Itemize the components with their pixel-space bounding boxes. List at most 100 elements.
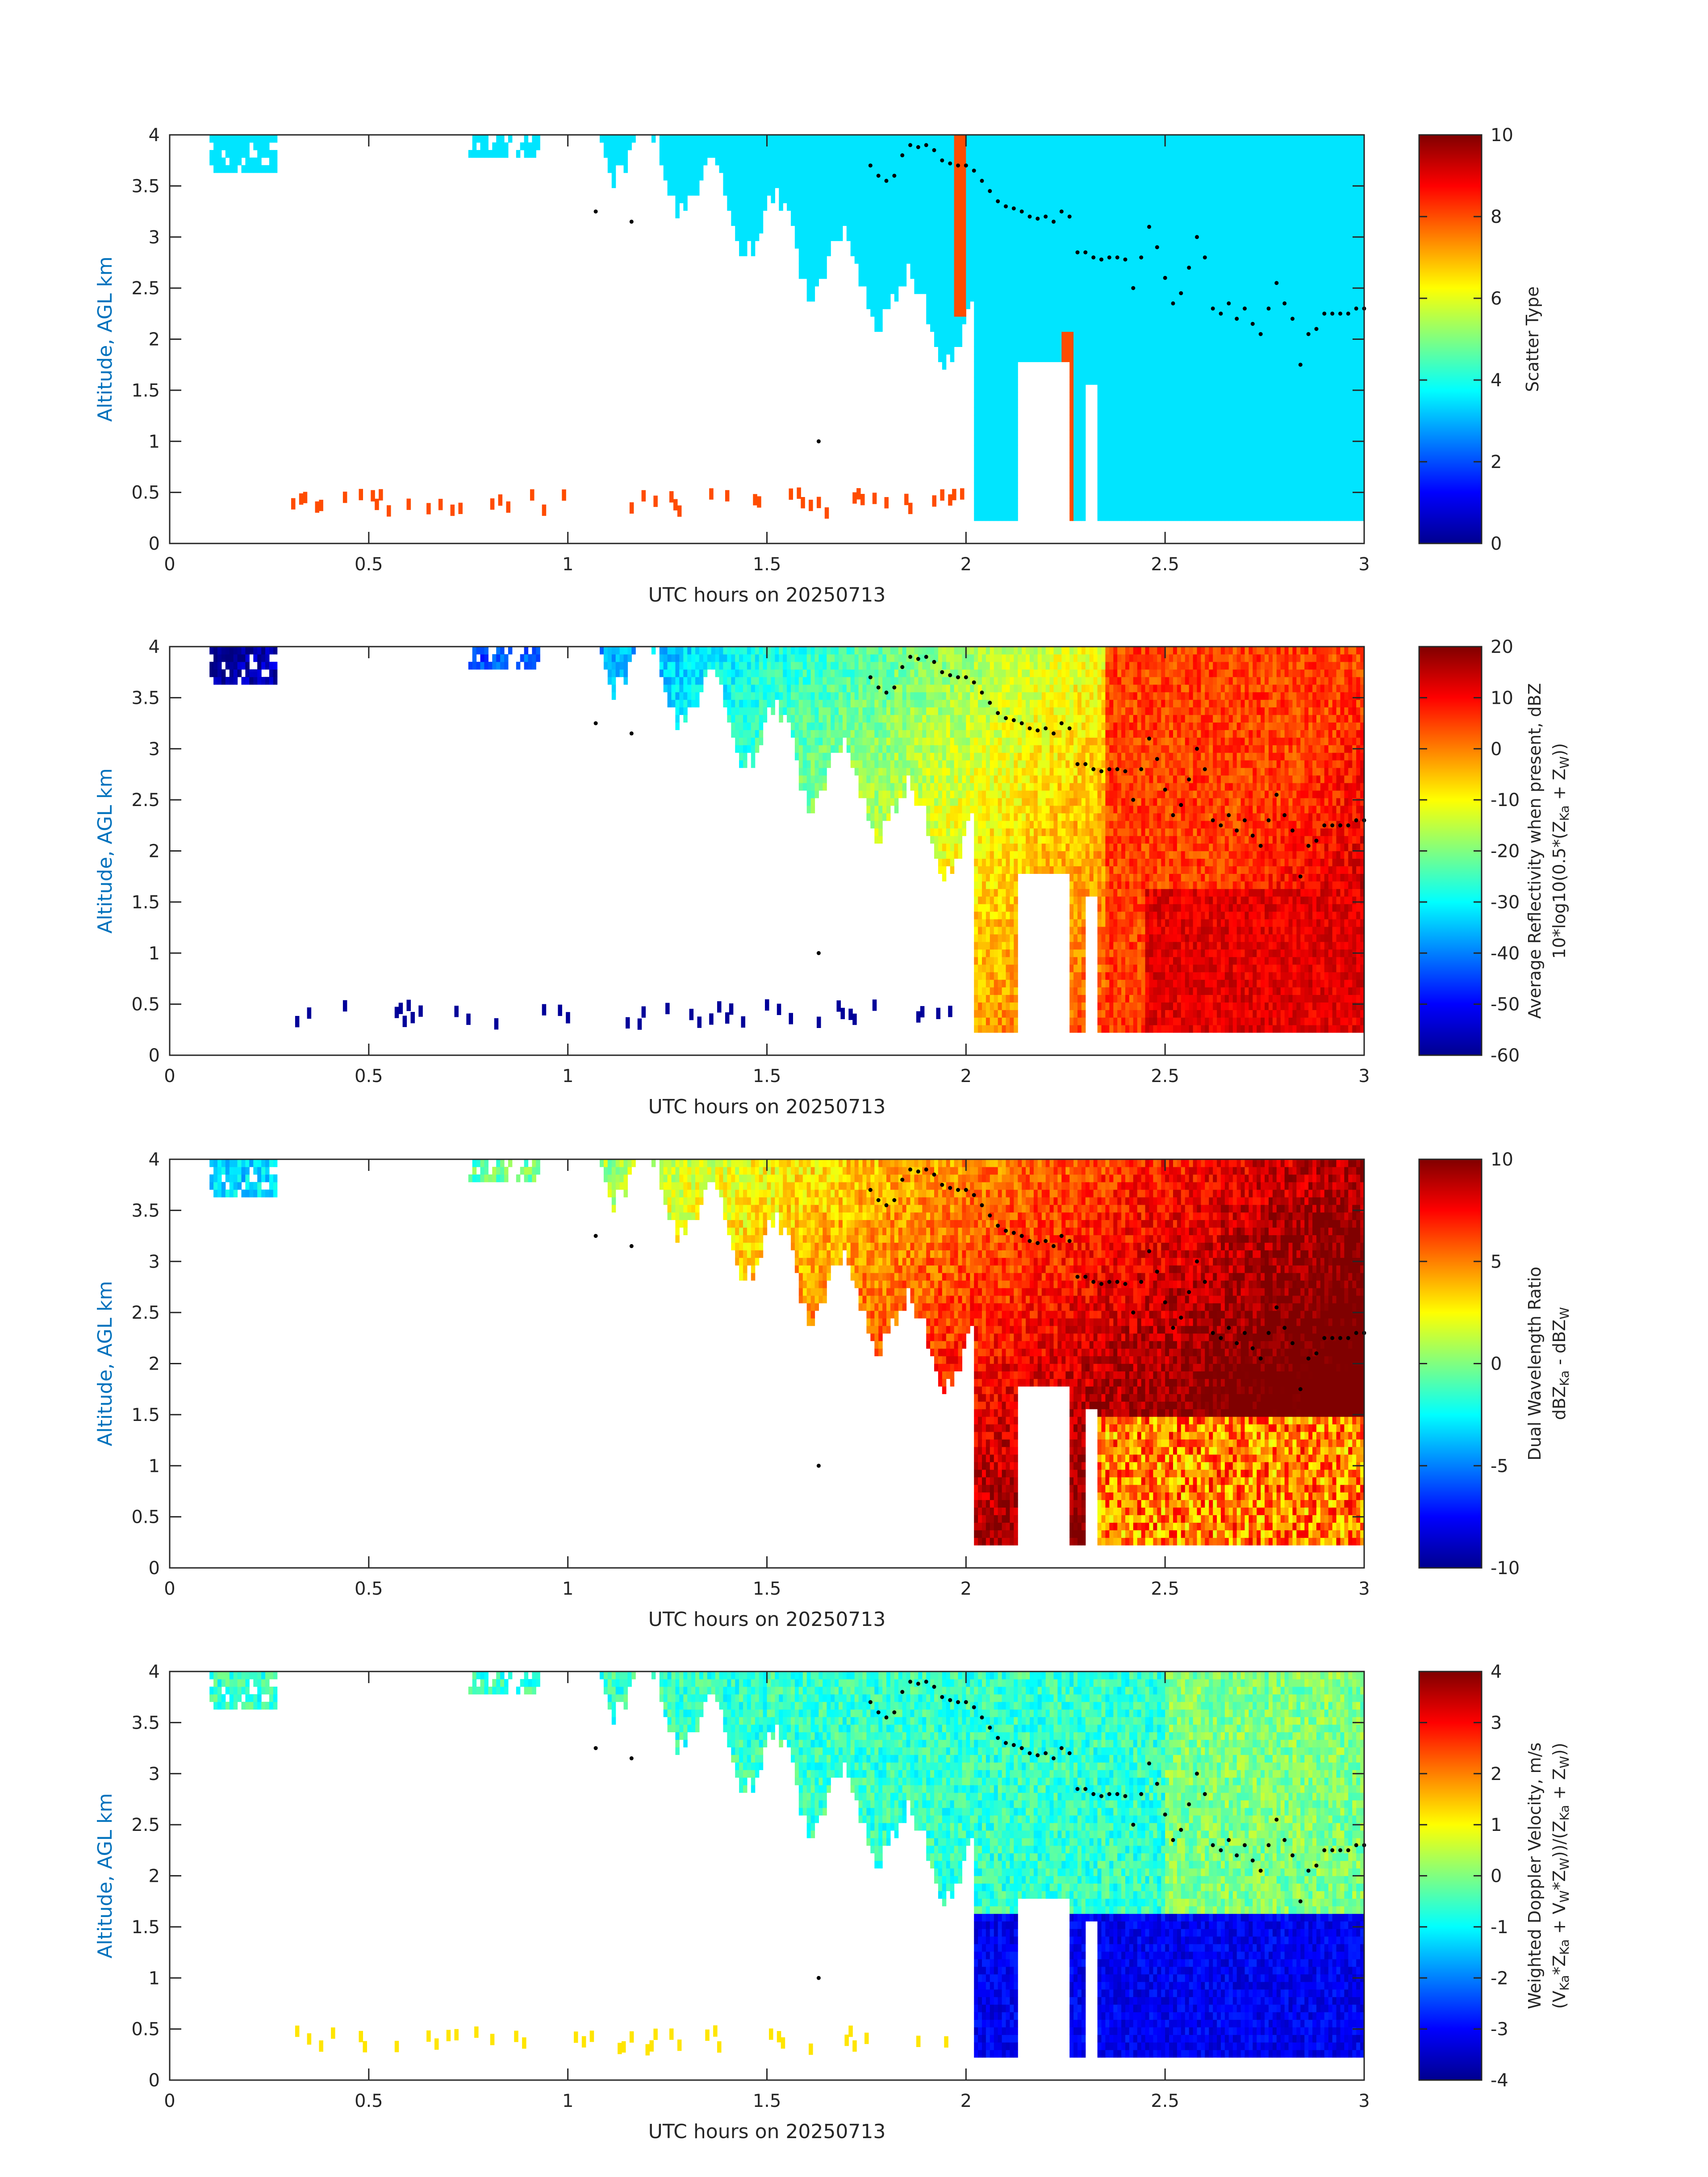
- heatmap-cell: [1113, 286, 1118, 294]
- heatmap-cell: [1077, 142, 1082, 150]
- heatmap-cell: [1193, 248, 1198, 256]
- heatmap-cell: [241, 142, 246, 150]
- heatmap-cell: [810, 188, 815, 196]
- heatmap-cell: [1253, 445, 1257, 453]
- heatmap-cell: [1249, 369, 1253, 377]
- heatmap-cell: [603, 150, 608, 158]
- heatmap-cell: [751, 218, 756, 226]
- heatmap-cell: [1010, 498, 1014, 506]
- heatmap-cell: [1232, 377, 1237, 385]
- heatmap-cell: [1121, 392, 1126, 400]
- heatmap-cell: [886, 233, 891, 241]
- heatmap-cell: [1232, 157, 1237, 166]
- heatmap-cell: [1145, 309, 1150, 317]
- heatmap-cell: [974, 150, 978, 158]
- heatmap-cell: [1249, 475, 1253, 483]
- heatmap-cell: [1105, 490, 1110, 498]
- heatmap-cell: [1173, 430, 1178, 438]
- heatmap-cell: [1105, 422, 1110, 430]
- heatmap-cell: [1069, 241, 1074, 249]
- heatmap-cell: [1137, 301, 1142, 309]
- heatmap-cell: [735, 226, 739, 234]
- heatmap-cell: [1228, 377, 1233, 385]
- heatmap-cell: [1089, 241, 1094, 249]
- heatmap-cell: [1141, 165, 1146, 173]
- heatmap-cell: [779, 142, 783, 150]
- heatmap-cell: [1129, 384, 1134, 393]
- heatmap-cell: [1077, 165, 1082, 173]
- heatmap-cell: [1221, 142, 1225, 150]
- heatmap-cell: [1129, 195, 1134, 204]
- heatmap-cell: [1073, 437, 1078, 446]
- heatmap-cell: [1185, 392, 1190, 400]
- heatmap-cell: [914, 233, 919, 241]
- heatmap-cell: [1018, 339, 1022, 347]
- heatmap-cell: [1041, 157, 1046, 166]
- heatmap-cell: [1205, 157, 1209, 166]
- heatmap-cell: [1221, 362, 1225, 370]
- heatmap-cell: [1217, 165, 1221, 173]
- heatmap-cell: [1261, 188, 1265, 196]
- heatmap-cell: [902, 271, 907, 279]
- heatmap-cell: [1257, 498, 1261, 506]
- heatmap-cell: [846, 180, 851, 188]
- heatmap-cell: [1213, 452, 1217, 461]
- heatmap-cell: [1026, 263, 1030, 272]
- heatmap-cell: [1221, 347, 1225, 355]
- heatmap-cell: [691, 172, 696, 181]
- heatmap-cell: [858, 180, 863, 188]
- heatmap-cell: [990, 506, 994, 514]
- heatmap-cell: [1133, 135, 1138, 143]
- heatmap-cell: [1232, 180, 1237, 188]
- heatmap-cell: [986, 278, 990, 287]
- heatmap-cell: [990, 188, 994, 196]
- heatmap-cell: [1081, 157, 1086, 166]
- heatmap-cell: [1089, 195, 1094, 204]
- heatmap-cell: [615, 157, 620, 166]
- heatmap-cell: [703, 135, 708, 143]
- heatmap-cell: [978, 414, 982, 423]
- heatmap-cell: [1101, 460, 1106, 468]
- heatmap-cell: [1185, 150, 1190, 158]
- heatmap-cell: [819, 226, 823, 234]
- heatmap-cell: [1221, 226, 1225, 234]
- heatmap-cell: [751, 241, 756, 249]
- heatmap-cell: [1101, 142, 1106, 150]
- heatmap-cell: [1069, 407, 1074, 415]
- heatmap-cell: [1205, 414, 1209, 423]
- heatmap-cell: [831, 233, 835, 241]
- heatmap-cell: [978, 468, 982, 476]
- heatmap-cell: [1065, 218, 1070, 226]
- heatmap-cell: [1269, 369, 1273, 377]
- heatmap-cell: [1232, 362, 1237, 370]
- heatmap-cell: [1010, 324, 1014, 332]
- heatmap-cell: [1189, 188, 1194, 196]
- heatmap-cell: [1093, 339, 1098, 347]
- heatmap-cell: [978, 241, 982, 249]
- heatmap-cell: [1117, 498, 1122, 506]
- heatmap-cell: [213, 150, 218, 158]
- heatmap-cell: [1117, 150, 1122, 158]
- heatmap-cell: [1161, 256, 1165, 264]
- heatmap-cell: [1272, 483, 1277, 491]
- heatmap-cell: [735, 157, 739, 166]
- heatmap-cell: [1253, 165, 1257, 173]
- heatmap-cell: [1185, 203, 1190, 211]
- heatmap-cell: [241, 165, 246, 173]
- heatmap-cell: [870, 263, 875, 272]
- heatmap-cell: [1121, 414, 1126, 423]
- heatmap-cell: [1073, 490, 1078, 498]
- heatmap-cell: [1161, 157, 1165, 166]
- heatmap-cell: [1197, 407, 1201, 415]
- heatmap-cell: [1081, 369, 1086, 377]
- heatmap-cell: [1121, 263, 1126, 272]
- heatmap-cell: [1205, 188, 1209, 196]
- heatmap-cell: [823, 271, 827, 279]
- heatmap-cell: [998, 188, 1002, 196]
- heatmap-cell: [954, 218, 959, 226]
- heatmap-cell: [1081, 210, 1086, 218]
- heatmap-cell: [998, 241, 1002, 249]
- heatmap-cell: [1113, 180, 1118, 188]
- heatmap-cell: [1085, 226, 1090, 234]
- heatmap-cell: [1213, 324, 1217, 332]
